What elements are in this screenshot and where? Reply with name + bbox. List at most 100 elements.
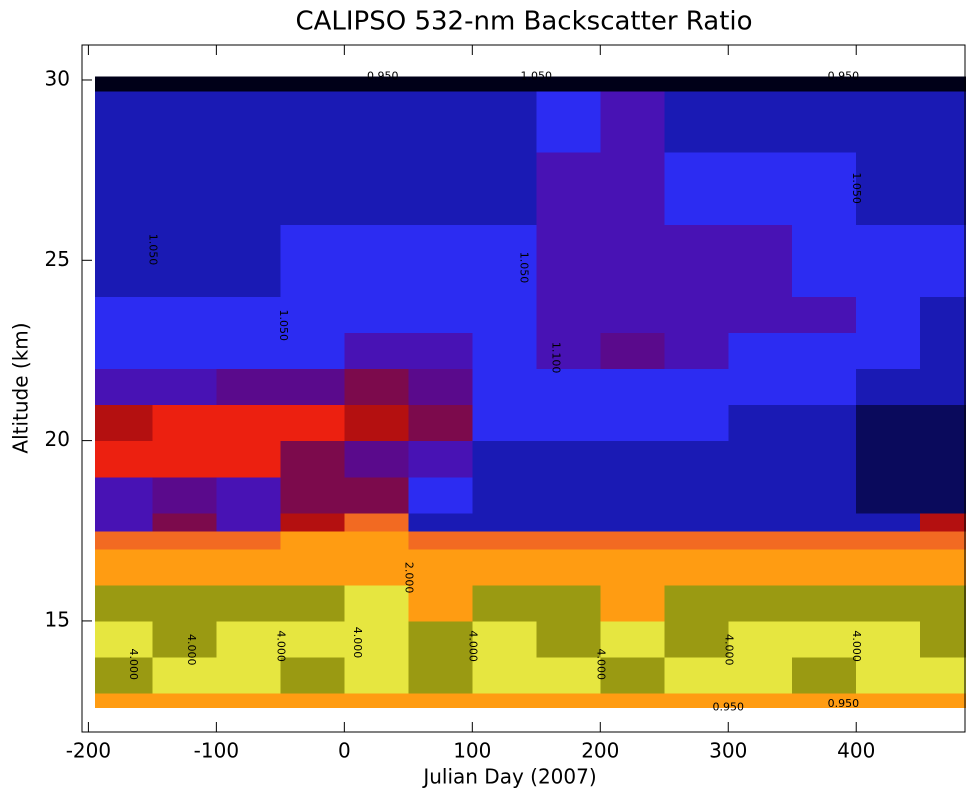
contour-cell: [920, 296, 966, 334]
contour-cell: [792, 440, 857, 478]
contour-cell: [856, 530, 921, 550]
contour-cell: [152, 584, 217, 622]
contour-label: 1.050: [146, 234, 159, 266]
contour-cell: [536, 404, 601, 442]
contour-cell: [152, 404, 217, 442]
contour-cell: [856, 693, 921, 709]
contour-cell: [536, 584, 601, 622]
contour-cell: [344, 476, 409, 514]
contour-cell: [920, 332, 966, 370]
contour-label: 2.000: [402, 562, 415, 594]
contour-label: 4.000: [127, 648, 140, 680]
contour-cell: [856, 620, 921, 658]
contour-cell: [664, 368, 729, 406]
contour-cell: [920, 76, 966, 92]
contour-cell: [94, 90, 153, 153]
contour-cell: [472, 404, 537, 442]
contour-cell: [152, 548, 217, 586]
contour-cell: [216, 368, 281, 406]
contour-cell: [472, 296, 537, 334]
contour-cell: [792, 296, 857, 334]
contour-cell: [600, 620, 665, 658]
contour-cell: [408, 548, 473, 586]
contour-cell: [152, 90, 217, 153]
contour-cell: [728, 476, 793, 514]
contour-cell: [152, 693, 217, 709]
contour-cell: [344, 76, 409, 92]
contour-cell: [280, 584, 345, 622]
contour-cell: [792, 693, 857, 709]
contour-cell: [792, 584, 857, 622]
contour-cell: [536, 620, 601, 658]
contour-cell: [344, 656, 409, 694]
contour-cell: [152, 332, 217, 370]
contour-cell: [856, 296, 921, 334]
contour-cell: [728, 656, 793, 694]
contour-cell: [856, 90, 921, 153]
contour-label: 1.050: [850, 172, 863, 204]
contour-cell: [152, 296, 217, 334]
contour-cell: [536, 476, 601, 514]
contour-label: 0.950: [828, 697, 860, 710]
contour-cell: [920, 90, 966, 153]
contour-cell: [408, 530, 473, 550]
contour-cell: [280, 332, 345, 370]
contour-cell: [664, 693, 729, 709]
contour-cell: [536, 440, 601, 478]
contour-cell: [600, 548, 665, 586]
contour-cell: [536, 512, 601, 532]
contour-cell: [728, 440, 793, 478]
y-axis-label: Altitude (km): [9, 322, 33, 453]
contour-cell: [472, 584, 537, 622]
contour-cell: [216, 332, 281, 370]
contour-cell: [600, 656, 665, 694]
contour-cell: [536, 548, 601, 586]
contour-cell: [792, 530, 857, 550]
contour-cell: [600, 693, 665, 709]
contour-cell: [344, 332, 409, 370]
contour-cell: [152, 440, 217, 478]
contour-cell: [600, 584, 665, 622]
contour-cell: [600, 224, 665, 297]
contour-cell: [344, 693, 409, 709]
contour-cell: [728, 152, 793, 225]
contour-cell: [600, 440, 665, 478]
contour-cell: [280, 693, 345, 709]
contour-cell: [472, 76, 537, 92]
contour-cell: [216, 693, 281, 709]
contour-cell: [152, 530, 217, 550]
contour-cell: [408, 76, 473, 92]
contour-cell: [216, 476, 281, 514]
contour-cell: [344, 440, 409, 478]
contour-cell: [728, 530, 793, 550]
contour-cell: [152, 476, 217, 514]
contour-cell: [216, 152, 281, 225]
contour-cell: [664, 76, 729, 92]
contour-cell: [280, 548, 345, 586]
contour-cell: [664, 584, 729, 622]
contour-cell: [600, 404, 665, 442]
contour-label: 1.050: [521, 69, 553, 82]
contour-cell: [472, 152, 537, 225]
contour-cell: [94, 152, 153, 225]
contour-cell: [408, 476, 473, 514]
contour-label: 4.000: [274, 630, 287, 662]
contour-cell: [344, 90, 409, 153]
contour-cell: [536, 76, 601, 92]
contour-cell: [94, 548, 153, 586]
contour-cell: [536, 530, 601, 550]
contour-cell: [856, 440, 921, 478]
contour-cell: [920, 584, 966, 622]
contour-cell: [664, 530, 729, 550]
contour-cell: [408, 693, 473, 709]
contour-cell: [280, 296, 345, 334]
contour-cell: [344, 620, 409, 658]
contour-cell: [792, 476, 857, 514]
contour-cell: [920, 404, 966, 442]
y-tick-label: 20: [45, 427, 70, 451]
contour-cell: [344, 548, 409, 586]
contour-cell: [280, 152, 345, 225]
contour-cell: [664, 152, 729, 225]
contour-cell: [664, 440, 729, 478]
